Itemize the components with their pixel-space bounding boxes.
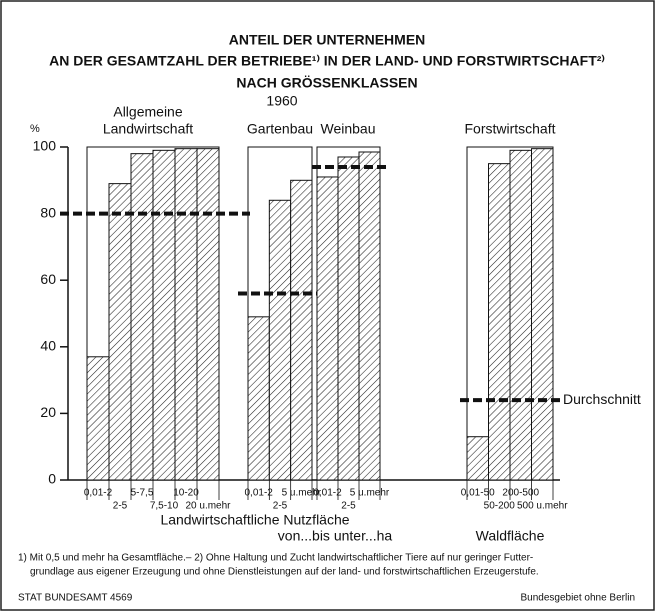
y-tick-label: 40: [40, 338, 56, 354]
average-label: Durchschnitt: [563, 391, 641, 407]
x-tick-label: 200-500: [502, 488, 539, 499]
x-tick-label: 500 u.mehr: [517, 501, 568, 512]
bar: [466, 436, 489, 481]
x-tick-label: 7,5-10: [150, 501, 179, 512]
x-tick-label: 0,01-2: [313, 488, 342, 499]
group-label: Allgemeine: [113, 104, 182, 120]
bar: [196, 148, 220, 481]
x-tick-label: 50-200: [484, 501, 516, 512]
y-tick-label: 80: [40, 204, 56, 220]
y-tick-label: 0: [48, 471, 56, 487]
group-label: Weinbau: [320, 121, 375, 137]
y-tick-label: 100: [33, 138, 57, 154]
bar: [268, 199, 292, 481]
x-axis-label: Waldfläche: [476, 528, 545, 544]
region: Bundesgebiet ohne Berlin: [520, 593, 635, 604]
group-label: Gartenbau: [247, 121, 313, 137]
group-label: Landwirtschaft: [103, 121, 193, 137]
title-line: AN DER GESAMTZAHL DER BETRIEBE¹⁾ IN DER …: [49, 53, 605, 69]
x-axis-label: Landwirtschaftliche Nutzfläche: [160, 512, 349, 528]
y-tick-label: 20: [40, 404, 56, 420]
x-tick-label: 5-7,5: [131, 488, 154, 499]
x-tick-label: 5 u.mehr: [282, 488, 322, 499]
x-tick-label: 0,01-2: [244, 488, 273, 499]
bar: [337, 156, 360, 481]
x-tick-label: 10-20: [173, 488, 199, 499]
x-tick-label: 2-5: [341, 501, 356, 512]
x-tick-label: 20 u.mehr: [185, 501, 231, 512]
bar: [358, 151, 381, 481]
y-tick-label: 60: [40, 271, 56, 287]
footnote: grundlage aus eigener Erzeugung und ohne…: [30, 567, 539, 578]
bar: [509, 149, 532, 481]
x-tick-label: 2-5: [273, 501, 288, 512]
year: 1960: [266, 93, 297, 109]
bar: [488, 163, 511, 481]
group-label: Forstwirtschaft: [464, 121, 555, 137]
bar: [152, 149, 176, 481]
x-axis-label: von...bis unter...ha: [278, 528, 393, 544]
source: STAT BUNDESAMT 4569: [18, 593, 133, 604]
bar: [290, 179, 313, 481]
bar: [130, 153, 154, 481]
y-axis-label: %: [30, 123, 40, 135]
bar: [86, 356, 110, 481]
x-tick-label: 0,01-50: [461, 488, 495, 499]
bar: [108, 183, 132, 481]
footnote: 1) Mit 0,5 und mehr ha Gesamtfläche.– 2)…: [18, 553, 533, 564]
x-tick-label: 0,01-2: [84, 488, 113, 499]
title-line: NACH GRÖSSENKLASSEN: [236, 75, 417, 91]
x-tick-label: 5 u.mehr: [350, 488, 390, 499]
bar: [531, 148, 554, 481]
title-line: ANTEIL DER UNTERNEHMEN: [229, 32, 426, 48]
x-tick-label: 2-5: [113, 501, 128, 512]
bar: [316, 176, 339, 481]
bar: [247, 316, 270, 481]
bar: [174, 148, 198, 481]
